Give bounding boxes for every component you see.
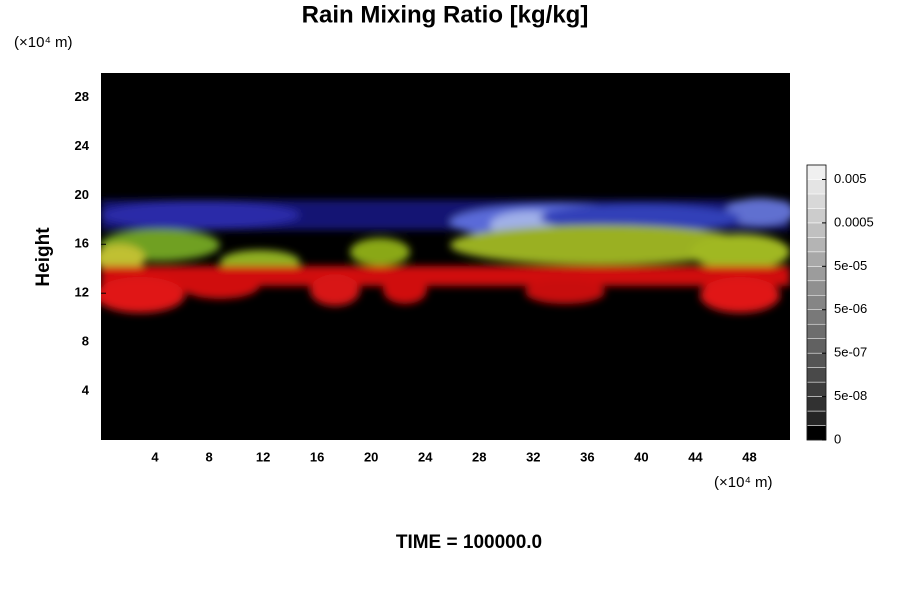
colorbar-box	[806, 208, 827, 224]
y-unit: (×10⁴ m)	[14, 34, 73, 51]
time-annotation: TIME = 100000.0	[396, 532, 542, 553]
field	[101, 198, 790, 313]
colorbar-box	[806, 309, 827, 325]
colorbar-box	[806, 266, 827, 282]
colorbar-tick-label: 0	[834, 431, 841, 446]
colorbar-box	[806, 425, 827, 441]
colorbar-tick-label: 5e-07	[834, 345, 867, 360]
x-unit: (×10⁴ m)	[714, 474, 773, 491]
colorbar-frame	[806, 164, 827, 441]
y-tick-label: 4	[82, 383, 90, 398]
colorbar-box	[806, 410, 827, 426]
colorbar-box	[806, 237, 827, 253]
colorbar-box	[806, 222, 827, 238]
x-tick-label: 12	[256, 449, 270, 464]
y-tick-label: 24	[75, 138, 90, 153]
x-tick-label: 28	[472, 449, 486, 464]
x-tick-label: 4	[151, 449, 159, 464]
colorbar-tick-label: 0.0005	[834, 214, 874, 229]
colorbar-box	[806, 381, 827, 397]
colorbar-box	[806, 179, 827, 195]
x-tick-label: 48	[742, 449, 756, 464]
x-tick-label: 8	[205, 449, 212, 464]
colorbar-box	[806, 251, 827, 267]
x-tick-label: 20	[364, 449, 378, 464]
colorbar-tick-label: 5e-05	[834, 258, 867, 273]
colorbar-box	[806, 396, 827, 412]
colorbar-box	[806, 352, 827, 368]
x-tick-label: 40	[634, 449, 648, 464]
y-tick-label: 16	[75, 236, 89, 251]
x-tick-label: 16	[310, 449, 324, 464]
y-tick-label: 28	[75, 89, 89, 104]
y-tick-label: 12	[75, 285, 89, 300]
y-tick-label: 8	[82, 334, 89, 349]
colorbar-box	[806, 193, 827, 209]
colorbar-box	[806, 367, 827, 383]
x-tick-label: 44	[688, 449, 703, 464]
y-axis-label: Height	[33, 227, 54, 287]
x-tick-label: 24	[418, 449, 433, 464]
chart-title: Rain Mixing Ratio [kg/kg]	[302, 1, 589, 28]
colorbar-tick-label: 5e-06	[834, 301, 867, 316]
colorbar-box	[806, 338, 827, 354]
colorbar-box	[806, 323, 827, 339]
colorbar-tick-label: 0.005	[834, 171, 867, 186]
colorbar-box	[806, 164, 827, 180]
y-tick-label: 20	[75, 187, 89, 202]
colorbar-box	[806, 280, 827, 296]
colorbar-tick-label: 5e-08	[834, 388, 867, 403]
colorbar-box	[806, 295, 827, 310]
x-tick-label: 32	[526, 449, 540, 464]
x-tick-label: 36	[580, 449, 594, 464]
